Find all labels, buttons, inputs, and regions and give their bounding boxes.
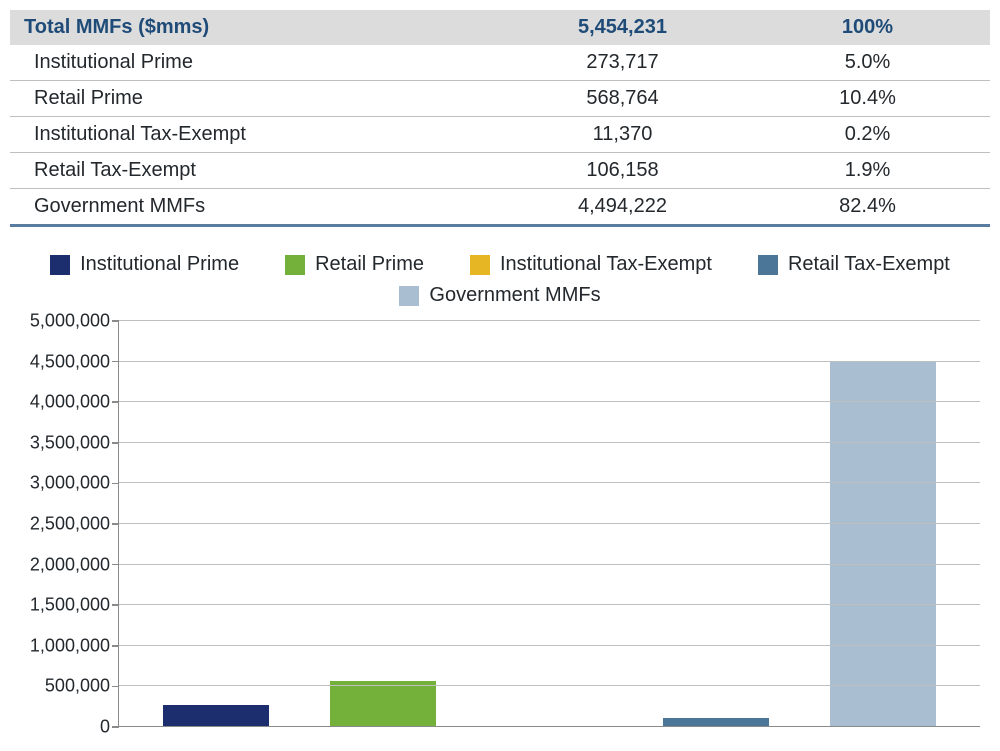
table-row: Government MMFs4,494,22282.4% — [10, 189, 990, 226]
y-tick-mark — [112, 645, 119, 647]
grid-line — [119, 442, 980, 443]
y-tick-mark — [112, 361, 119, 363]
row-name: Government MMFs — [10, 189, 500, 226]
y-tick-label: 500,000 — [45, 676, 110, 697]
y-tick-mark — [112, 564, 119, 566]
table-row: Retail Prime568,76410.4% — [10, 81, 990, 117]
grid-line — [119, 564, 980, 565]
table-row: Institutional Prime273,7175.0% — [10, 45, 990, 81]
bar — [163, 705, 269, 727]
table-row: Retail Tax-Exempt106,1581.9% — [10, 153, 990, 189]
y-tick-mark — [112, 483, 119, 485]
y-tick-label: 3,500,000 — [30, 432, 110, 453]
y-tick-label: 4,000,000 — [30, 392, 110, 413]
y-tick-mark — [112, 726, 119, 728]
row-value: 568,764 — [500, 81, 745, 117]
y-tick-mark — [112, 523, 119, 525]
table-header-row: Total MMFs ($mms) 5,454,231 100% — [10, 10, 990, 45]
legend-swatch — [399, 286, 419, 306]
row-value: 273,717 — [500, 45, 745, 81]
legend-label: Government MMFs — [429, 284, 600, 307]
y-tick-label: 2,000,000 — [30, 554, 110, 575]
legend-label: Institutional Tax-Exempt — [500, 253, 712, 276]
row-name: Institutional Prime — [10, 45, 500, 81]
plot-area — [118, 321, 980, 727]
legend-item: Retail Prime — [285, 253, 424, 276]
row-pct: 82.4% — [745, 189, 990, 226]
y-tick-label: 0 — [100, 717, 110, 738]
grid-line — [119, 320, 980, 321]
y-tick-mark — [112, 604, 119, 606]
legend-swatch — [285, 255, 305, 275]
legend-item: Institutional Tax-Exempt — [470, 253, 712, 276]
legend-item: Retail Tax-Exempt — [758, 253, 950, 276]
row-value: 4,494,222 — [500, 189, 745, 226]
y-tick-label: 1,000,000 — [30, 635, 110, 656]
y-tick-mark — [112, 401, 119, 403]
y-tick-mark — [112, 686, 119, 688]
mmf-table: Total MMFs ($mms) 5,454,231 100% Institu… — [10, 10, 990, 227]
y-tick-label: 3,000,000 — [30, 473, 110, 494]
legend-item: Institutional Prime — [50, 253, 239, 276]
bars-container — [119, 321, 980, 727]
chart-legend: Institutional Prime Retail Prime Instituti… — [10, 253, 990, 307]
y-tick-mark — [112, 320, 119, 322]
grid-line — [119, 604, 980, 605]
bar-chart: 0 500,000 1,000,000 1,500,000 2,000,000 2,500… — [10, 321, 990, 751]
y-axis: 0500,0001,000,0001,500,0002,000,0002,500… — [10, 321, 118, 727]
row-pct: 10.4% — [745, 81, 990, 117]
row-pct: 5.0% — [745, 45, 990, 81]
grid-line — [119, 361, 980, 362]
legend-label: Retail Tax-Exempt — [788, 253, 950, 276]
legend-label: Retail Prime — [315, 253, 424, 276]
row-pct: 0.2% — [745, 117, 990, 153]
legend-swatch — [758, 255, 778, 275]
y-tick-label: 4,500,000 — [30, 351, 110, 372]
row-name: Retail Prime — [10, 81, 500, 117]
y-tick-label: 1,500,000 — [30, 595, 110, 616]
y-tick-label: 2,500,000 — [30, 514, 110, 535]
legend-swatch — [50, 255, 70, 275]
table-row: Institutional Tax-Exempt11,3700.2% — [10, 117, 990, 153]
row-pct: 1.9% — [745, 153, 990, 189]
header-pct: 100% — [745, 10, 990, 45]
grid-line — [119, 645, 980, 646]
header-name: Total MMFs ($mms) — [10, 10, 500, 45]
grid-line — [119, 523, 980, 524]
y-tick-mark — [112, 442, 119, 444]
header-value: 5,454,231 — [500, 10, 745, 45]
table-body: Institutional Prime273,7175.0%Retail Pri… — [10, 45, 990, 226]
row-name: Institutional Tax-Exempt — [10, 117, 500, 153]
legend-swatch — [470, 255, 490, 275]
row-value: 11,370 — [500, 117, 745, 153]
row-name: Retail Tax-Exempt — [10, 153, 500, 189]
grid-line — [119, 401, 980, 402]
row-value: 106,158 — [500, 153, 745, 189]
bar — [330, 681, 436, 727]
grid-line — [119, 685, 980, 686]
y-tick-label: 5,000,000 — [30, 311, 110, 332]
legend-item: Government MMFs — [399, 284, 600, 307]
root: Total MMFs ($mms) 5,454,231 100% Institu… — [0, 10, 1000, 751]
legend-label: Institutional Prime — [80, 253, 239, 276]
bar — [830, 362, 936, 727]
x-axis-line — [119, 726, 980, 728]
grid-line — [119, 482, 980, 483]
